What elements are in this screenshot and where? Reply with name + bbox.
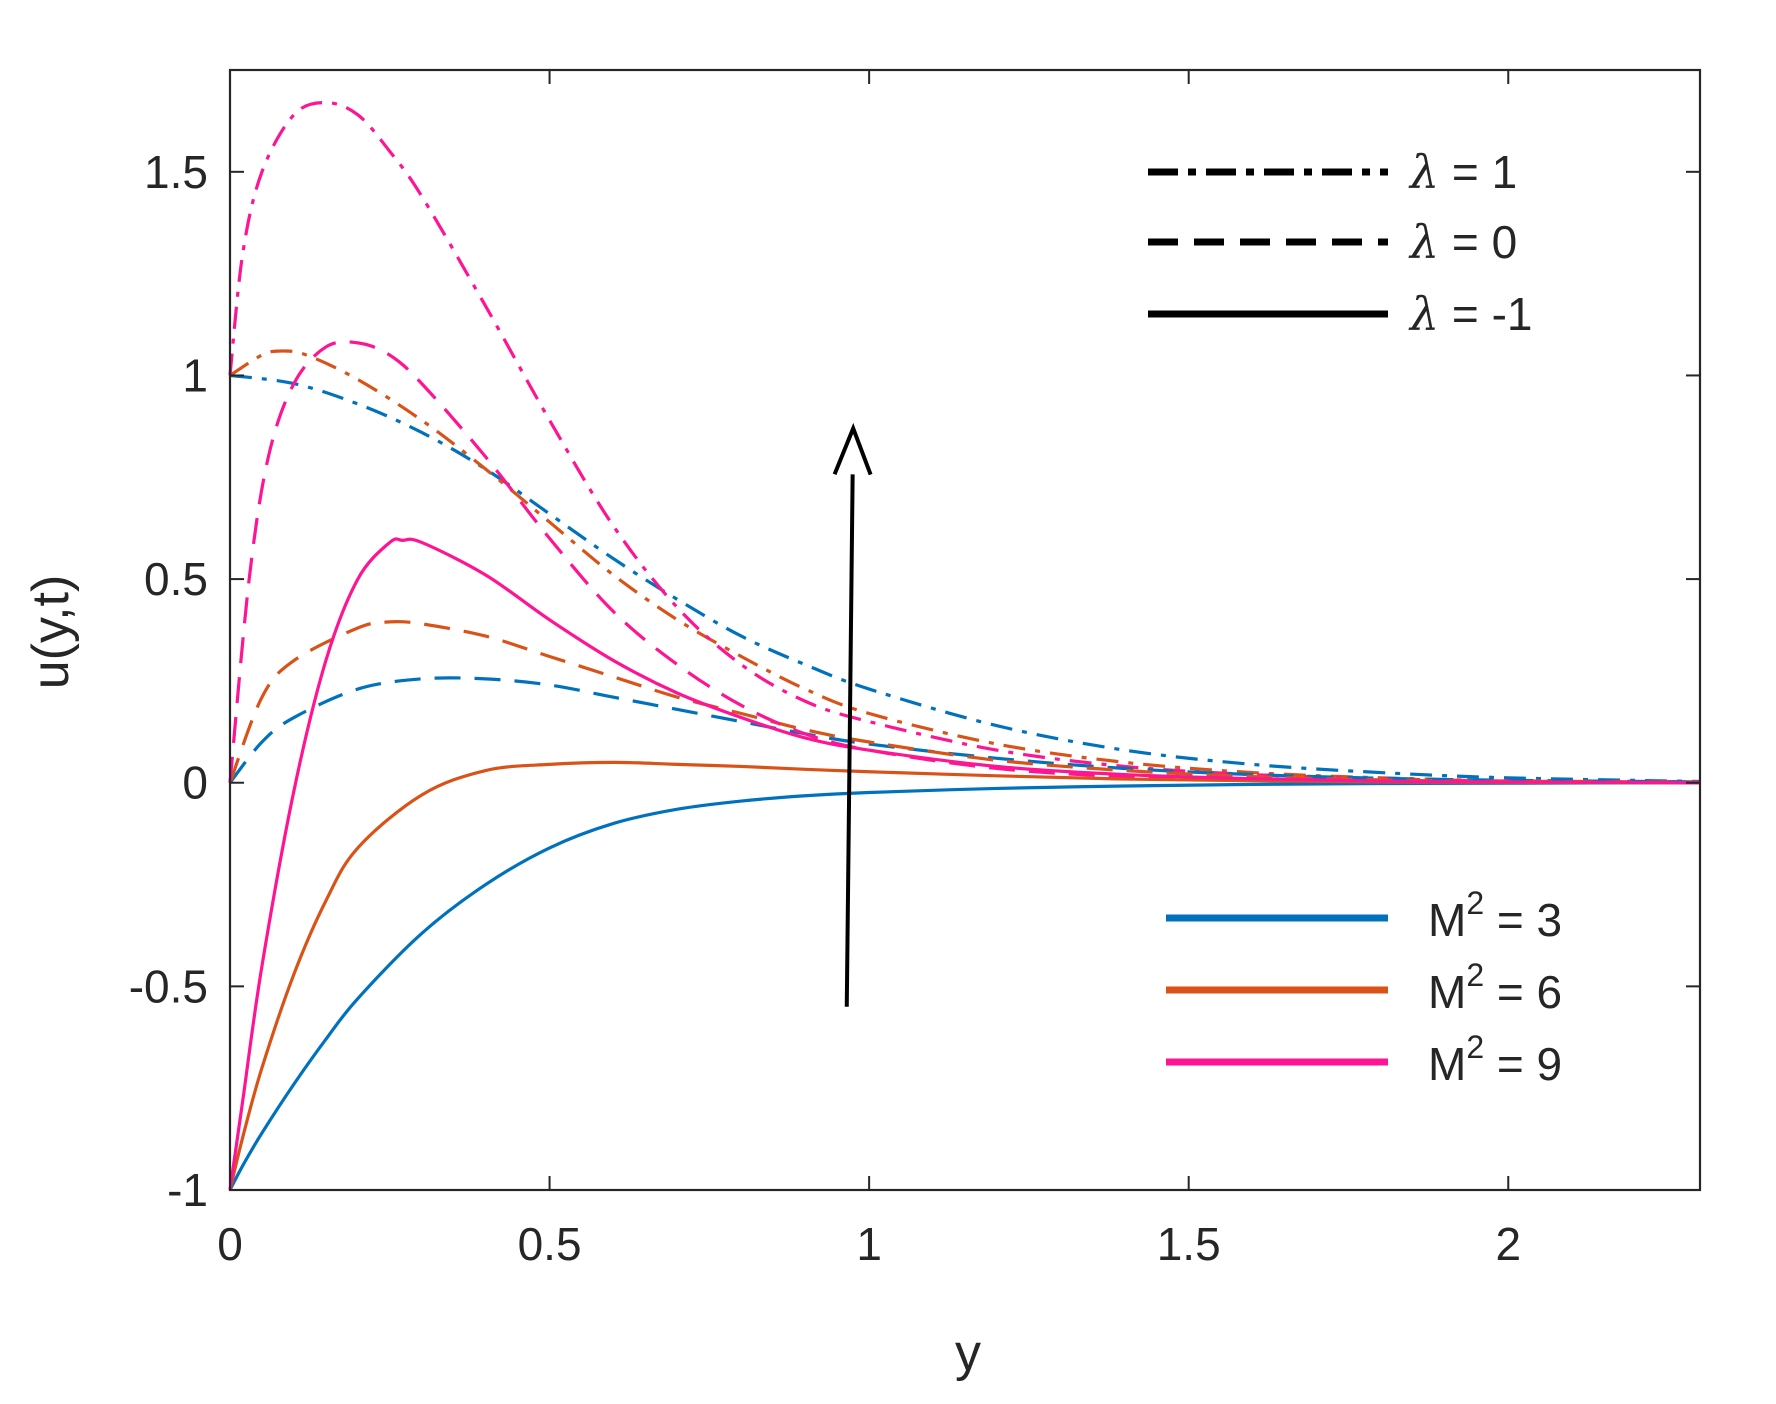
x-tick-label: 1 [856,1218,882,1270]
legend-m-superscript: 2 [1466,1029,1484,1065]
y-tick-label: 0.5 [144,553,208,605]
legend-m-base: M [1428,1038,1466,1090]
legend-m-superscript: 2 [1466,957,1484,993]
x-tick-label: 0.5 [518,1218,582,1270]
axes-layer: 0 0.5 1 1.5 2 -1 -0.5 0 0.5 1 1.5 [129,68,1702,1270]
series-line-m9-lambda1 [228,100,1701,784]
lambda-value: = -1 [1439,288,1532,340]
y-tick-label: 0 [182,757,208,809]
series-line-m9-lambda0 [228,340,1701,785]
x-tick-label: 2 [1495,1218,1521,1270]
lambda-symbol: λ [1408,215,1439,269]
legend-m-superscript: 2 [1466,885,1484,921]
legend-m-base: M [1428,894,1466,946]
series-layer [228,100,1701,1191]
legend-style-label: λ = 0 [1408,215,1517,269]
lambda-symbol: λ [1408,145,1439,199]
trend-arrow-head [832,422,873,476]
lambda-value: = 0 [1439,216,1517,268]
legend-style-label: λ = 1 [1408,145,1517,199]
series-line-m6-lambda1 [229,349,1701,784]
series-line-m3-lambda1 [229,373,1701,784]
x-axis-label: y [955,1324,981,1382]
legend-color-label: M2 = 6 [1428,957,1562,1018]
lambda-symbol: λ [1408,287,1439,341]
legend-m-base: M [1428,966,1466,1018]
legend-m-value: = 9 [1484,1038,1562,1090]
legend-m-value: = 6 [1484,966,1562,1018]
y-tick-label: 1 [182,349,208,401]
y-tick-label: -1 [167,1164,208,1216]
trend-arrow-shaft [844,474,855,1007]
legend-m-value: = 3 [1484,894,1562,946]
legend-style-label: λ = -1 [1408,287,1532,341]
annotation-layer [832,422,873,1007]
series-line-m3-lambda-1 [228,781,1701,1191]
plot-frame [228,68,1702,1192]
legend-color-label: M2 = 9 [1428,1029,1562,1090]
y-tick-label: -0.5 [129,960,208,1012]
y-tick-label: 1.5 [144,146,208,198]
legend-layer: λ = 1λ = 0λ = -1M2 = 3M2 = 6M2 = 9 [1148,145,1562,1090]
x-tick-label: 0 [217,1218,243,1270]
y-axis-label: u(y,t) [22,575,80,690]
x-tick-label: 1.5 [1157,1218,1221,1270]
legend-color-label: M2 = 3 [1428,885,1562,946]
lambda-value: = 1 [1439,146,1517,198]
series-line-m9-lambda-1 [228,537,1701,1191]
